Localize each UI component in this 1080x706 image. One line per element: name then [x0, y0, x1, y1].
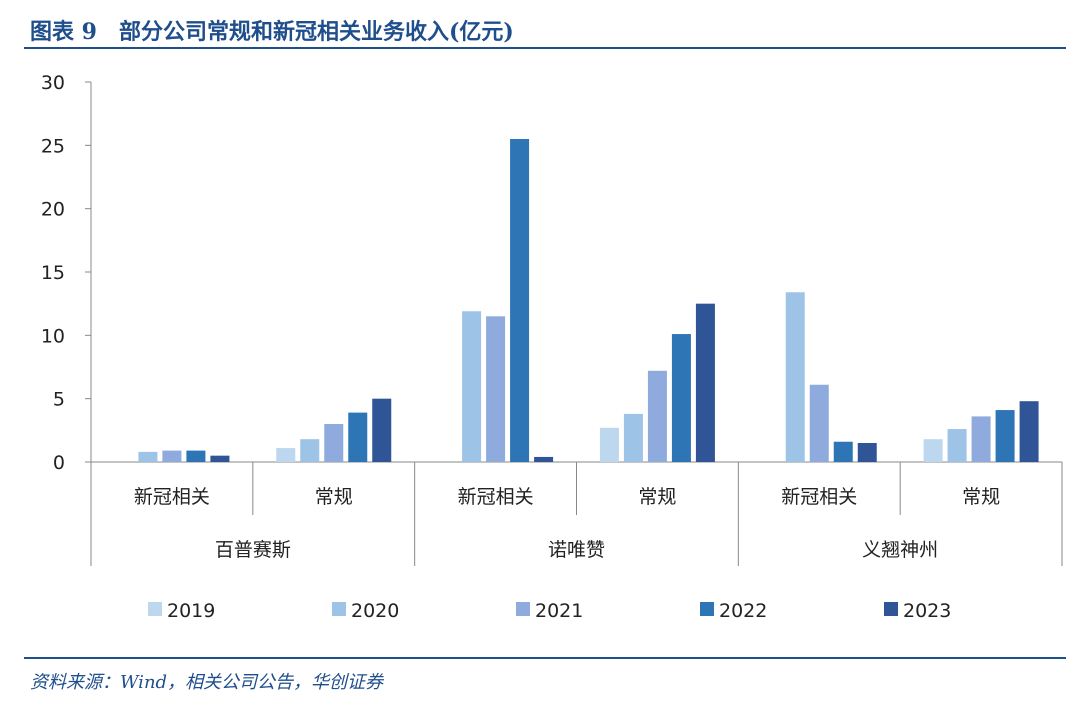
chart-title: 图表 9 部分公司常规和新冠相关业务收入(亿元): [30, 19, 514, 45]
company-label: 百普赛斯: [215, 539, 291, 561]
bar-2021-2: [486, 316, 506, 462]
bar-2022-1: [348, 412, 368, 462]
x-category-label: 新冠相关: [781, 486, 857, 508]
legend-swatch-2022: [700, 602, 714, 616]
bar-2021-3: [647, 370, 667, 462]
y-tick-label: 0: [53, 452, 65, 474]
bar-2023-2: [534, 456, 554, 462]
company-label: 义翘神州: [862, 539, 938, 561]
bar-2021-4: [809, 384, 829, 462]
legend-swatch-2023: [884, 602, 898, 616]
legend-label-2020: 2020: [351, 600, 399, 622]
x-category-label: 新冠相关: [458, 486, 534, 508]
bar-2023-1: [372, 398, 392, 462]
bar-2020-4: [785, 292, 805, 462]
bar-2021-1: [324, 424, 344, 462]
bar-2023-4: [857, 443, 877, 462]
bar-2020-1: [300, 439, 320, 462]
y-tick-label: 15: [41, 262, 65, 284]
y-tick-label: 25: [41, 135, 65, 157]
source-note: 资料来源：Wind，相关公司公告，华创证券: [30, 672, 384, 693]
bar-2020-0: [138, 451, 158, 462]
bar-2022-2: [510, 139, 530, 462]
legend-swatch-2019: [148, 602, 162, 616]
axes: 0 5 10 15 20 25 30: [41, 72, 1062, 474]
legend-label-2023: 2023: [903, 600, 951, 622]
x-category-label: 常规: [962, 486, 1000, 508]
title-divider: [24, 47, 1066, 49]
x-category-label: 常规: [315, 486, 353, 508]
bar-2022-3: [671, 334, 691, 462]
legend-label-2021: 2021: [535, 600, 583, 622]
bar-2022-4: [833, 441, 853, 462]
bars: [138, 139, 1039, 462]
bar-2019-5: [923, 439, 943, 462]
legend-swatch-2021: [516, 602, 530, 616]
bar-2019-3: [599, 427, 619, 462]
legend-label-2022: 2022: [719, 600, 767, 622]
y-tick-label: 30: [41, 72, 65, 94]
bar-2022-5: [995, 410, 1015, 462]
bar-2020-3: [623, 413, 643, 462]
bar-2023-0: [210, 455, 230, 462]
y-tick-label: 20: [41, 199, 65, 221]
legend: 2019 2020 2021 2022 2023: [148, 600, 951, 622]
bar-2019-1: [276, 448, 296, 462]
y-tick-label: 10: [41, 325, 65, 347]
bar-2021-5: [971, 416, 991, 462]
legend-swatch-2020: [332, 602, 346, 616]
company-label: 诺唯赞: [548, 539, 605, 561]
bar-2022-0: [186, 450, 206, 462]
bar-2021-0: [162, 450, 182, 462]
x-category-label: 常规: [638, 486, 676, 508]
footer-divider: [24, 657, 1066, 659]
y-tick-label: 5: [53, 389, 65, 411]
bar-2023-5: [1019, 401, 1039, 462]
legend-label-2019: 2019: [167, 600, 215, 622]
bar-2023-3: [695, 303, 715, 462]
bar-2020-2: [462, 311, 482, 462]
x-category-label: 新冠相关: [134, 486, 210, 508]
bar-2020-5: [947, 429, 967, 462]
